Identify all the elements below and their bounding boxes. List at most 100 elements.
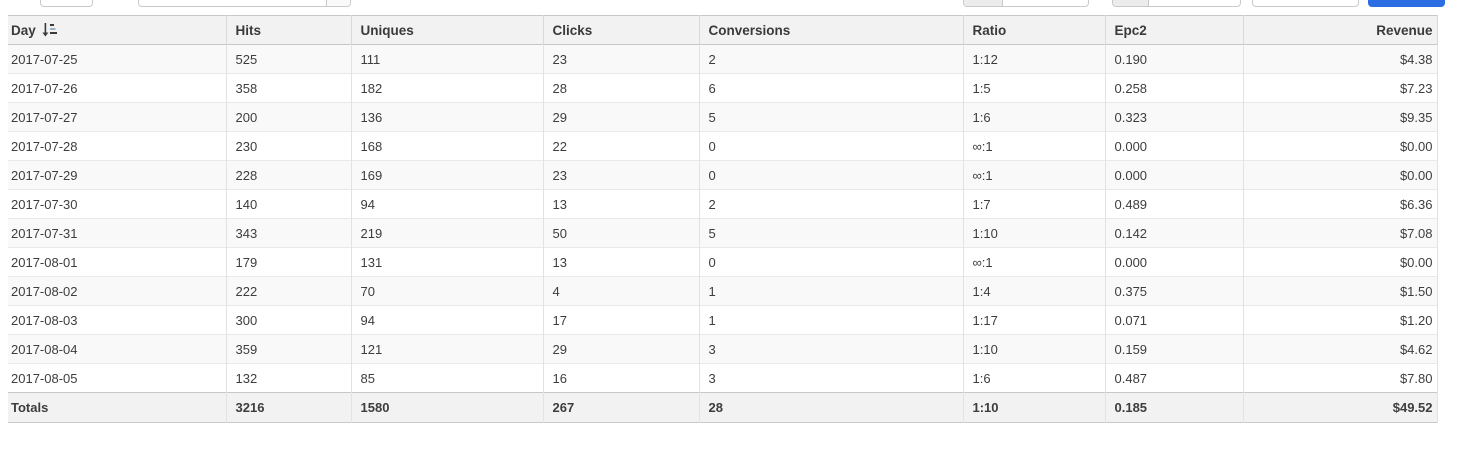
cell-conversions: 5: [699, 102, 964, 132]
table-row: 2017-08-03 300 94 17 1 1:17 0.071 $1.20: [8, 305, 1438, 335]
cell-epc2: 0.375: [1105, 276, 1244, 306]
column-header-conversions[interactable]: Conversions: [699, 15, 964, 45]
cell-clicks: 29: [543, 102, 700, 132]
totals-row: Totals 3216 1580 267 28 1:10 0.185 $49.52: [8, 392, 1438, 423]
topbar-submit-button[interactable]: [1368, 0, 1445, 7]
column-header-uniques[interactable]: Uniques: [351, 15, 544, 45]
topbar-input-group-1[interactable]: [963, 0, 1089, 7]
total-conversions: 28: [699, 392, 964, 423]
cell-day: 2017-07-25: [8, 44, 227, 74]
total-epc2: 0.185: [1105, 392, 1244, 423]
cell-epc2: 0.000: [1105, 247, 1244, 277]
cell-day: 2017-08-04: [8, 334, 227, 364]
cell-hits: 525: [226, 44, 352, 74]
cell-epc2: 0.258: [1105, 73, 1244, 103]
stats-table-container: Day Hits Uniques Clicks Conversions Ratio Epc2…: [8, 15, 1438, 423]
cell-revenue: $4.62: [1243, 334, 1438, 364]
cell-epc2: 0.071: [1105, 305, 1244, 335]
cell-uniques: 111: [351, 44, 544, 74]
cell-hits: 140: [226, 189, 352, 219]
table-row: 2017-07-30 140 94 13 2 1:7 0.489 $6.36: [8, 189, 1438, 219]
column-label: Revenue: [1376, 22, 1433, 38]
cell-conversions: 1: [699, 276, 964, 306]
cell-conversions: 0: [699, 247, 964, 277]
cell-revenue: $7.08: [1243, 218, 1438, 248]
cell-clicks: 4: [543, 276, 700, 306]
cell-ratio: ∞:1: [963, 247, 1106, 277]
cell-hits: 222: [226, 276, 352, 306]
cell-epc2: 0.000: [1105, 131, 1244, 161]
cell-conversions: 3: [699, 363, 964, 393]
cell-hits: 300: [226, 305, 352, 335]
cell-conversions: 1: [699, 305, 964, 335]
column-header-hits[interactable]: Hits: [226, 15, 352, 45]
total-hits: 3216: [226, 392, 352, 423]
cell-epc2: 0.489: [1105, 189, 1244, 219]
input-addon: [964, 0, 1003, 6]
input-addon[interactable]: [326, 0, 350, 6]
cell-clicks: 16: [543, 363, 700, 393]
topbar-input-group-2[interactable]: [1112, 0, 1241, 7]
cell-ratio: ∞:1: [963, 160, 1106, 190]
cell-conversions: 3: [699, 334, 964, 364]
cell-clicks: 17: [543, 305, 700, 335]
column-header-revenue[interactable]: Revenue: [1243, 15, 1438, 45]
cell-uniques: 85: [351, 363, 544, 393]
cell-clicks: 29: [543, 334, 700, 364]
cell-conversions: 5: [699, 218, 964, 248]
column-header-epc2[interactable]: Epc2: [1105, 15, 1244, 45]
table-row: 2017-08-04 359 121 29 3 1:10 0.159 $4.62: [8, 334, 1438, 364]
topbar-input-small[interactable]: [1252, 0, 1359, 7]
cell-uniques: 168: [351, 131, 544, 161]
cell-hits: 230: [226, 131, 352, 161]
cell-day: 2017-08-02: [8, 276, 227, 306]
table-row: 2017-08-05 132 85 16 3 1:6 0.487 $7.80: [8, 363, 1438, 393]
total-clicks: 267: [543, 392, 700, 423]
table-header-row: Day Hits Uniques Clicks Conversions Ratio Epc2…: [8, 15, 1438, 45]
cell-epc2: 0.323: [1105, 102, 1244, 132]
total-day: Totals: [8, 392, 227, 423]
cell-clicks: 13: [543, 189, 700, 219]
cell-uniques: 70: [351, 276, 544, 306]
column-label: Ratio: [972, 22, 1007, 38]
cell-ratio: 1:6: [963, 102, 1106, 132]
table-row: 2017-07-27 200 136 29 5 1:6 0.323 $9.35: [8, 102, 1438, 132]
cell-revenue: $0.00: [1243, 131, 1438, 161]
cell-ratio: 1:12: [963, 44, 1106, 74]
cell-hits: 132: [226, 363, 352, 393]
topbar-input-wide[interactable]: [138, 0, 351, 7]
cell-uniques: 131: [351, 247, 544, 277]
cell-uniques: 182: [351, 73, 544, 103]
cell-hits: 358: [226, 73, 352, 103]
column-label: Conversions: [708, 22, 791, 38]
cell-uniques: 219: [351, 218, 544, 248]
cell-epc2: 0.159: [1105, 334, 1244, 364]
cell-revenue: $9.35: [1243, 102, 1438, 132]
column-header-day[interactable]: Day: [8, 15, 227, 45]
table-row: 2017-07-26 358 182 28 6 1:5 0.258 $7.23: [8, 73, 1438, 103]
cell-hits: 343: [226, 218, 352, 248]
cell-conversions: 6: [699, 73, 964, 103]
column-header-ratio[interactable]: Ratio: [963, 15, 1106, 45]
cell-revenue: $0.00: [1243, 160, 1438, 190]
cell-uniques: 94: [351, 189, 544, 219]
cell-day: 2017-07-31: [8, 218, 227, 248]
cell-ratio: 1:4: [963, 276, 1106, 306]
cell-ratio: 1:5: [963, 73, 1106, 103]
table-row: 2017-08-02 222 70 4 1 1:4 0.375 $1.50: [8, 276, 1438, 306]
cell-clicks: 28: [543, 73, 700, 103]
column-header-clicks[interactable]: Clicks: [543, 15, 700, 45]
total-ratio: 1:10: [963, 392, 1106, 423]
cell-day: 2017-07-27: [8, 102, 227, 132]
cell-revenue: $1.20: [1243, 305, 1438, 335]
cell-revenue: $4.38: [1243, 44, 1438, 74]
column-label: Uniques: [360, 22, 414, 38]
cell-ratio: 1:10: [963, 218, 1106, 248]
cell-clicks: 13: [543, 247, 700, 277]
cell-epc2: 0.142: [1105, 218, 1244, 248]
topbar-select[interactable]: [40, 0, 93, 7]
table-body: 2017-07-25 525 111 23 2 1:12 0.190 $4.38 2017-07…: [8, 44, 1438, 393]
table-row: 2017-07-25 525 111 23 2 1:12 0.190 $4.38: [8, 44, 1438, 74]
cell-ratio: 1:6: [963, 363, 1106, 393]
